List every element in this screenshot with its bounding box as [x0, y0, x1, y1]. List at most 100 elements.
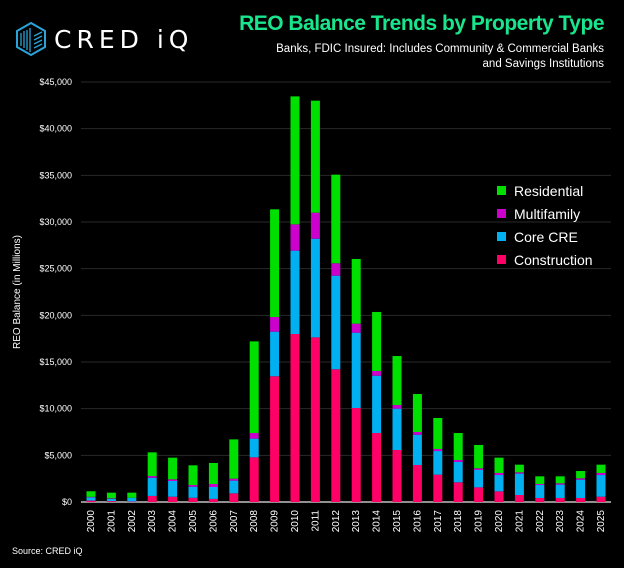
- bar-multifamily-2021: [514, 472, 524, 474]
- chart-title: REO Balance Trends by Property Type: [239, 12, 604, 35]
- y-tick-label: $25,000: [39, 264, 72, 274]
- bar-residential-2009: [270, 209, 280, 318]
- bar-construction-2009: [270, 376, 280, 502]
- bar-construction-2000: [86, 500, 96, 502]
- bar-multifamily-2023: [555, 483, 565, 485]
- x-tick-label: 2021: [514, 510, 525, 533]
- bar-residential-2024: [576, 471, 586, 479]
- x-tick-label: 2005: [188, 510, 199, 533]
- bar-core-cre-2005: [188, 486, 198, 498]
- bar-construction-2013: [351, 408, 361, 502]
- bar-core-cre-2010: [290, 250, 300, 334]
- bar-core-cre-2013: [351, 332, 361, 409]
- bar-residential-2016: [412, 394, 422, 432]
- bar-construction-2025: [596, 496, 606, 502]
- bar-multifamily-2007: [229, 478, 239, 481]
- x-tick-label: 2013: [351, 510, 362, 533]
- y-tick-label: $5,000: [44, 450, 72, 460]
- bar-construction-2022: [535, 497, 545, 502]
- x-tick-label: 2025: [596, 510, 607, 533]
- bar-residential-2015: [392, 356, 402, 406]
- bar-multifamily-2005: [188, 485, 198, 487]
- legend-label: Construction: [514, 251, 593, 268]
- source-note: Source: CRED iQ: [12, 546, 83, 556]
- bar-residential-2021: [514, 464, 524, 473]
- x-tick-label: 2007: [229, 510, 240, 533]
- y-tick-label: $35,000: [39, 170, 72, 180]
- cred-iq-logo: CRED iQ: [16, 22, 193, 56]
- legend-item: Multifamily: [497, 202, 593, 225]
- bar-residential-2017: [433, 418, 443, 449]
- legend-swatch: [497, 209, 506, 218]
- bar-construction-2015: [392, 450, 402, 502]
- bar-construction-2024: [576, 497, 586, 502]
- y-tick-label: $15,000: [39, 357, 72, 367]
- bar-residential-2019: [474, 444, 484, 469]
- bar-multifamily-2001: [106, 498, 116, 499]
- bar-construction-2016: [412, 465, 422, 502]
- x-tick-label: 2017: [433, 510, 444, 533]
- bar-multifamily-2010: [290, 224, 300, 251]
- bar-core-cre-2008: [249, 438, 259, 458]
- bar-core-cre-2024: [576, 479, 586, 498]
- y-tick-label: $20,000: [39, 310, 72, 320]
- bar-multifamily-2008: [249, 433, 259, 439]
- bar-multifamily-2016: [412, 432, 422, 435]
- subtitle-line-1: Banks, FDIC Insured: Includes Community …: [276, 43, 604, 55]
- bar-construction-2006: [208, 498, 218, 502]
- x-tick-label: 2004: [168, 510, 179, 533]
- x-tick-label: 2020: [494, 510, 505, 533]
- bar-multifamily-2011: [310, 212, 320, 239]
- x-tick-label: 2002: [127, 510, 138, 533]
- x-tick-label: 2012: [331, 510, 342, 533]
- bar-residential-2014: [372, 311, 382, 371]
- bar-core-cre-2006: [208, 486, 218, 499]
- bar-construction-2003: [147, 495, 157, 502]
- x-tick-label: 2024: [576, 510, 587, 533]
- x-tick-label: 2003: [147, 510, 158, 533]
- bar-residential-2010: [290, 96, 300, 225]
- legend-item: Residential: [497, 179, 593, 202]
- bar-core-cre-2000: [86, 497, 96, 501]
- x-tick-label: 2000: [86, 510, 97, 533]
- legend-label: Multifamily: [514, 205, 581, 222]
- x-tick-label: 2010: [290, 510, 301, 533]
- bar-multifamily-2025: [596, 472, 606, 476]
- legend-swatch: [497, 232, 506, 241]
- x-tick-label: 2016: [412, 510, 423, 533]
- bar-core-cre-2002: [127, 497, 137, 502]
- bar-construction-2008: [249, 457, 259, 502]
- y-tick-label: $10,000: [39, 404, 72, 414]
- bar-core-cre-2023: [555, 484, 565, 498]
- legend-label: Residential: [514, 182, 584, 199]
- bar-residential-2008: [249, 341, 259, 434]
- logo-text: CRED iQ: [54, 24, 194, 54]
- bar-construction-2019: [474, 487, 484, 502]
- bar-core-cre-2011: [310, 238, 320, 338]
- bar-construction-2001: [106, 501, 116, 502]
- bar-construction-2011: [310, 337, 320, 502]
- bar-core-cre-2016: [412, 434, 422, 466]
- bar-construction-2018: [453, 482, 463, 502]
- bar-residential-2012: [331, 174, 341, 264]
- x-tick-label: 2019: [474, 510, 485, 533]
- legend-swatch: [497, 186, 506, 195]
- bar-core-cre-2004: [168, 481, 178, 497]
- bar-core-cre-2014: [372, 375, 382, 434]
- bar-residential-2005: [188, 465, 198, 486]
- bar-residential-2020: [494, 457, 504, 473]
- bar-multifamily-2019: [474, 468, 484, 470]
- bar-construction-2012: [331, 369, 341, 502]
- bar-multifamily-2020: [494, 472, 504, 476]
- bar-multifamily-2012: [331, 263, 341, 276]
- bar-multifamily-2003: [147, 476, 157, 478]
- bar-residential-2018: [453, 433, 463, 460]
- x-tick-label: 2015: [392, 510, 403, 533]
- bar-residential-2022: [535, 476, 545, 484]
- bar-core-cre-2003: [147, 477, 157, 496]
- bar-core-cre-2025: [596, 475, 606, 497]
- bar-multifamily-2022: [535, 483, 545, 486]
- x-tick-label: 2018: [453, 510, 464, 533]
- y-tick-label: $0: [62, 497, 72, 507]
